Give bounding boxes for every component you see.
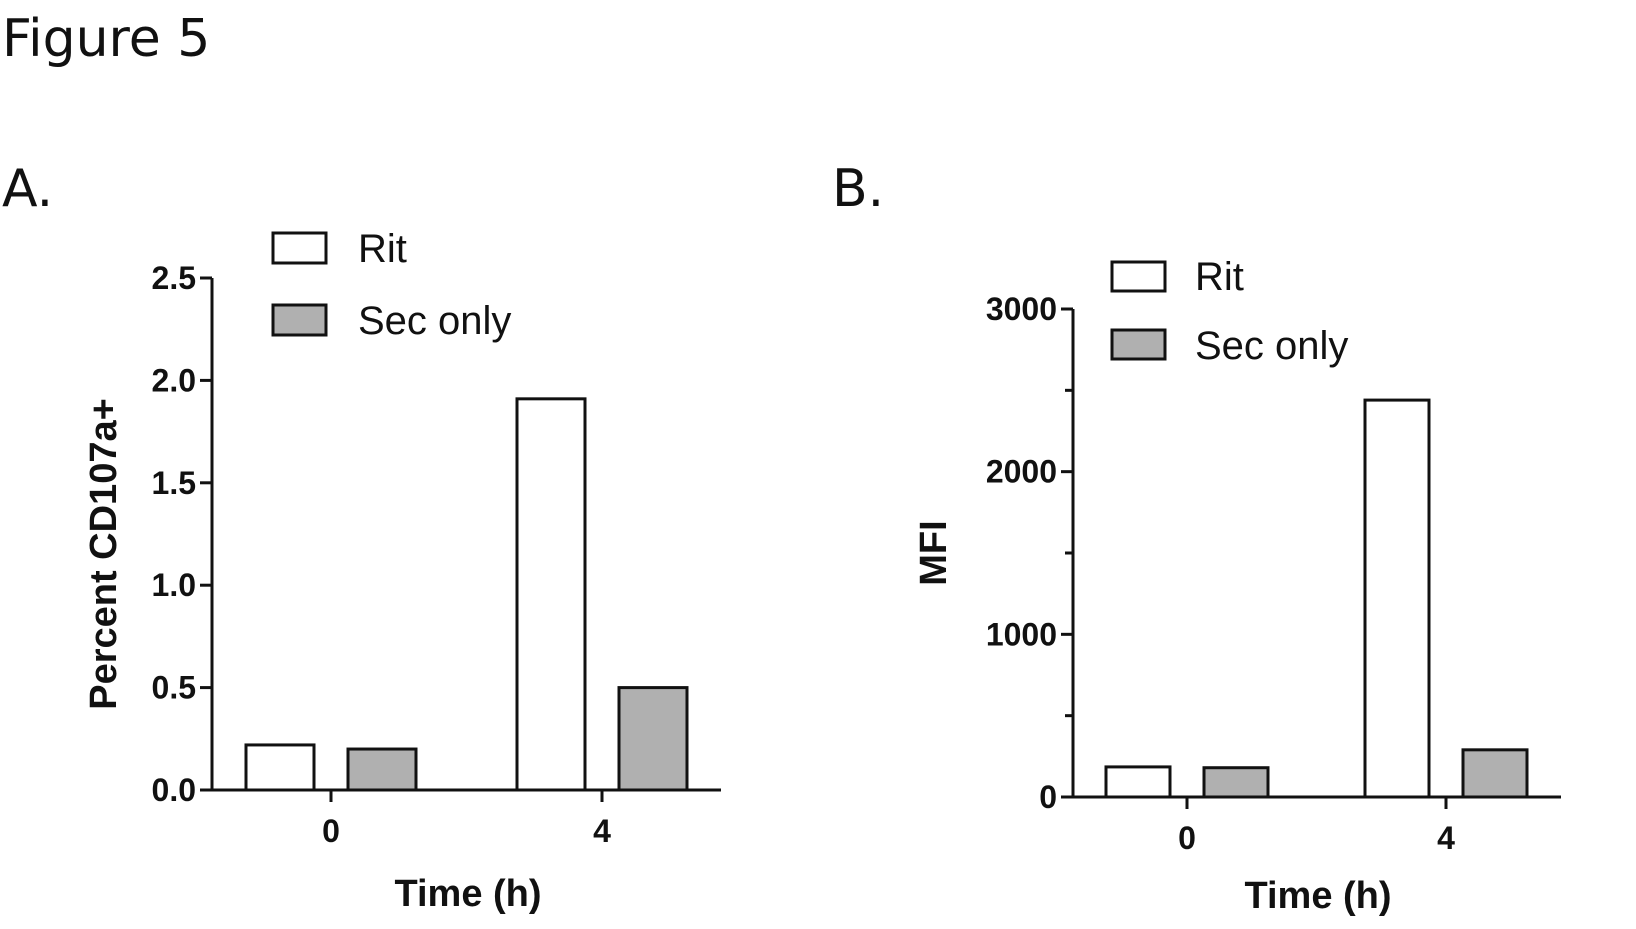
y-tick-label: 2000: [986, 454, 1057, 490]
panel-a-y-axis-title: Percent CD107a+: [83, 398, 125, 710]
x-tick-label: 4: [593, 813, 611, 849]
y-tick-label: 3000: [986, 291, 1057, 327]
bar-rit-4: [515, 397, 587, 792]
panel-b-x-axis-title: Time (h): [1244, 875, 1391, 917]
legend-label-rit: Rit: [1195, 255, 1244, 299]
x-tick-label: 0: [1178, 820, 1196, 856]
bar-sec-only-0: [1202, 766, 1270, 799]
bar-sec-only-4: [617, 686, 689, 792]
panel-a-legend: Rit Sec only: [271, 227, 511, 343]
y-tick-label: 0.5: [152, 670, 196, 706]
panel-a-x-axis-title: Time (h): [394, 873, 541, 915]
panel-a-y-ticks: 0.0 0.5 1.0 1.5 2.0 2.5: [152, 260, 212, 808]
y-tick-label: 2.0: [152, 362, 196, 398]
panel-a-label: A.: [2, 159, 53, 219]
panel-b-y-axis-title: MFI: [913, 520, 955, 585]
legend-swatch-rit: [271, 231, 328, 265]
legend-label-rit: Rit: [358, 227, 407, 271]
legend-swatch-rit: [1110, 260, 1167, 293]
panel-b-bars: [1104, 398, 1529, 799]
legend-label-sec-only: Sec only: [358, 299, 511, 343]
panel-b-label: B.: [832, 159, 884, 219]
y-tick-label: 0.0: [152, 772, 196, 808]
panel-b-legend: Rit Sec only: [1110, 255, 1348, 368]
bar-rit-0: [1104, 765, 1172, 799]
y-tick-label: 0: [1039, 779, 1057, 815]
legend-label-sec-only: Sec only: [1195, 324, 1348, 368]
y-tick-label: 1.5: [152, 465, 196, 501]
y-tick-label: 1000: [986, 616, 1057, 652]
bar-rit-4: [1363, 398, 1431, 799]
y-tick-label: 2.5: [152, 260, 196, 296]
bar-sec-only-4: [1461, 748, 1529, 799]
figure-title: Figure 5: [2, 9, 210, 69]
legend-swatch-sec-only: [271, 303, 328, 337]
x-tick-label: 0: [322, 813, 340, 849]
y-tick-label: 1.0: [152, 567, 196, 603]
x-tick-label: 4: [1437, 820, 1455, 856]
bar-rit-0: [244, 743, 316, 792]
panel-b-y-ticks: 0 1000 2000 3000: [986, 291, 1073, 815]
panel-a-bars: [244, 397, 689, 792]
legend-swatch-sec-only: [1110, 328, 1167, 361]
bar-sec-only-0: [346, 747, 418, 792]
